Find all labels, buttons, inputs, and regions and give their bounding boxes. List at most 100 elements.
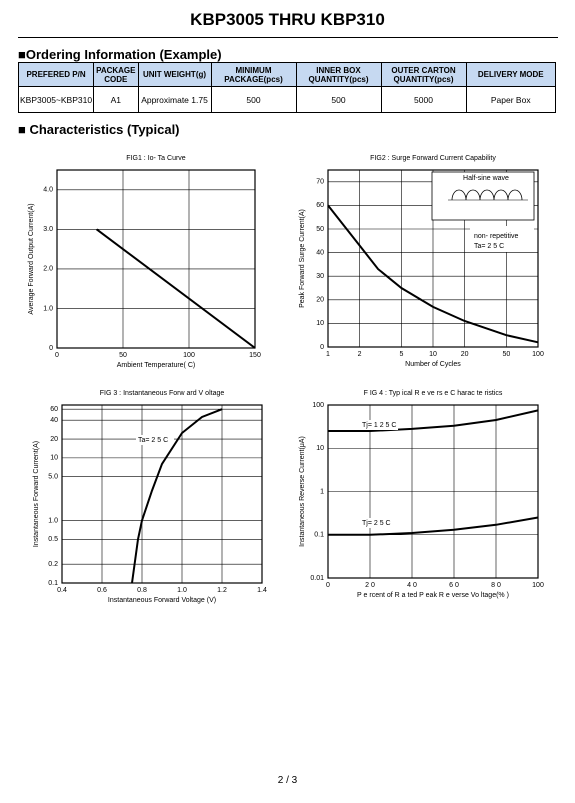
x-tick-label: 1.0 <box>177 587 187 594</box>
cell: Paper Box <box>465 86 556 113</box>
x-tick-label: 4 0 <box>407 582 417 589</box>
cell: Approximate 1.75 <box>137 86 212 113</box>
y-tick-label: 4.0 <box>43 187 53 194</box>
section-heading: ■ Characteristics (Typical) <box>18 122 180 137</box>
x-tick-label: 20 <box>461 351 469 358</box>
x-axis-label: Ambient Temperature( C) <box>117 362 195 369</box>
x-tick-label: 2 <box>358 351 362 358</box>
y-tick-label: 0.2 <box>48 561 58 568</box>
annotation: Ta= 2 5 C <box>474 243 504 250</box>
column-header: PREFERED P/N <box>17 62 95 87</box>
data-line <box>96 228 256 349</box>
y-tick-label: 0.1 <box>314 532 324 539</box>
y-tick-label: 1 <box>320 488 324 495</box>
y-tick-label: 20 <box>50 436 58 443</box>
plot-frame <box>56 169 256 349</box>
y-tick-label: 3.0 <box>43 226 53 233</box>
label-backdrop <box>360 420 398 430</box>
annotation: Ta= 2 5 C <box>138 437 168 444</box>
annotation: non- repetitive <box>474 233 518 240</box>
y-axis-label: Peak Forward Surge Current(A) <box>299 209 306 308</box>
y-axis-label: Instantaneous Forward Current(A) <box>33 441 40 547</box>
y-tick-label: 0.5 <box>48 536 58 543</box>
y-tick-label: 20 <box>316 297 324 304</box>
chart-title: FIG2 : Surge Forward Current Capability <box>370 155 496 162</box>
data-line <box>327 204 539 344</box>
x-tick-label: 100 <box>532 582 544 589</box>
chart-title: F IG 4 : Typ ical R e ve rs e C harac te… <box>364 390 503 397</box>
x-axis-label: Instantaneous Forward Voltage (V) <box>108 597 216 604</box>
x-tick-label: 50 <box>119 352 127 359</box>
data-line <box>328 409 539 432</box>
y-axis-label: Instantaneous Reverse Current(μA) <box>299 436 306 547</box>
page-number: 2 / 3 <box>277 775 298 786</box>
y-tick-label: 70 <box>316 179 324 186</box>
y-tick-label: 10 <box>316 445 324 452</box>
x-tick-label: 0.6 <box>97 587 107 594</box>
data-line <box>131 408 223 584</box>
chart-title: FIG 3 : Instantaneous Forw ard V oltage <box>100 390 225 397</box>
y-tick-label: 0.1 <box>48 580 58 587</box>
y-tick-label: 60 <box>316 202 324 209</box>
series-label: Tj= 2 5 C <box>362 520 391 527</box>
y-tick-label: 10 <box>50 455 58 462</box>
y-tick-label: 0.01 <box>310 575 324 582</box>
inset-sine <box>451 189 523 201</box>
y-tick-label: 0 <box>320 344 324 351</box>
y-tick-label: 40 <box>50 417 58 424</box>
y-tick-label: 5.0 <box>48 474 58 481</box>
x-tick-label: 100 <box>532 351 544 358</box>
x-tick-label: 10 <box>429 351 437 358</box>
chart-title: FIG1 : Io- Ta Curve <box>126 155 185 162</box>
y-tick-label: 10 <box>316 320 324 327</box>
x-tick-label: 1 <box>326 351 330 358</box>
x-tick-label: 150 <box>249 352 261 359</box>
cell: 500 <box>295 86 382 113</box>
cell: KBP3005~KBP310 <box>17 86 95 113</box>
section-heading: ■Ordering Information (Example) <box>18 47 222 62</box>
y-tick-label: 2.0 <box>43 266 53 273</box>
y-tick-label: 50 <box>316 226 324 233</box>
x-tick-label: 2 0 <box>365 582 375 589</box>
y-tick-label: 40 <box>316 249 324 256</box>
label-backdrop <box>470 226 534 252</box>
label-backdrop <box>136 435 174 445</box>
y-tick-label: 30 <box>316 273 324 280</box>
data-line <box>328 516 539 536</box>
document-title: KBP3005 THRU KBP310 <box>190 10 385 29</box>
label-backdrop <box>360 518 398 528</box>
x-tick-label: 8 0 <box>491 582 501 589</box>
x-tick-label: 0 <box>55 352 59 359</box>
column-header: DELIVERY MODE <box>465 62 556 87</box>
annotation: Half-sine wave <box>463 175 509 182</box>
x-tick-label: 0.8 <box>137 587 147 594</box>
x-tick-label: 1.2 <box>217 587 227 594</box>
y-tick-label: 0 <box>49 345 53 352</box>
plot-frame <box>61 404 263 584</box>
x-tick-label: 50 <box>502 351 510 358</box>
column-header: PACKAGE CODE <box>93 62 139 87</box>
y-tick-label: 1.0 <box>43 305 53 312</box>
cell: A1 <box>93 86 139 113</box>
x-tick-label: 6 0 <box>449 582 459 589</box>
ordering-table: PREFERED P/N PACKAGE CODE UNIT WEIGHT(g)… <box>17 62 556 113</box>
x-tick-label: 100 <box>183 352 195 359</box>
inset-box <box>431 171 535 221</box>
cell: 5000 <box>380 86 467 113</box>
y-tick-label: 1.0 <box>48 517 58 524</box>
y-axis-label: Average Forward Output Current(A) <box>28 203 35 314</box>
x-tick-label: 1.4 <box>257 587 267 594</box>
x-axis-label: P e rcent of R a ted P eak R e verse Vo … <box>357 592 509 599</box>
x-tick-label: 5 <box>399 351 403 358</box>
series-label: Tj= 1 2 5 C <box>362 422 396 429</box>
x-tick-label: 0 <box>326 582 330 589</box>
x-tick-label: 0.4 <box>57 587 67 594</box>
y-tick-label: 60 <box>50 406 58 413</box>
data-row: KBP3005~KBP310 A1 Approximate 1.75 500 5… <box>17 86 556 113</box>
title-rule <box>18 37 558 38</box>
y-tick-label: 100 <box>312 402 324 409</box>
cell: 500 <box>210 86 297 113</box>
x-axis-label: Number of Cycles <box>405 361 461 368</box>
